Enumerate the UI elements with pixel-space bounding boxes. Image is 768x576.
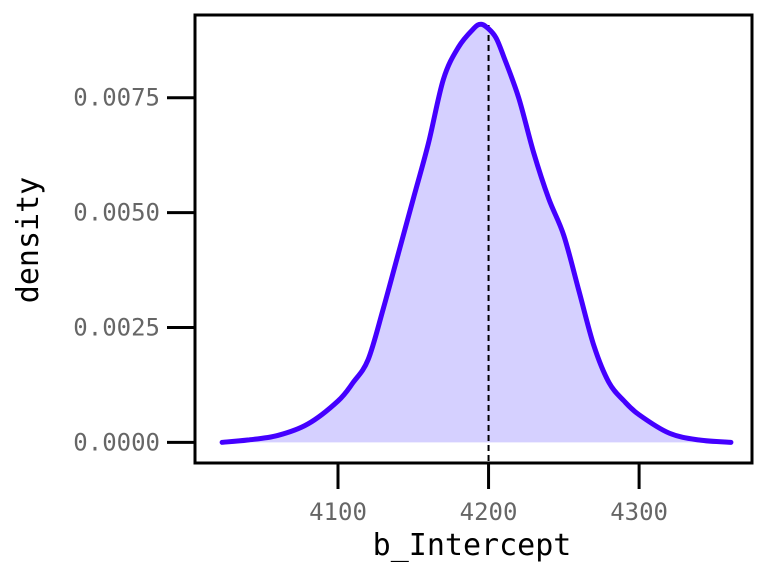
y-tick-label: 0.0025 <box>73 313 160 341</box>
x-tick-label: 4300 <box>610 498 668 526</box>
y-axis-title: density <box>11 177 46 303</box>
y-axis: 0.0000 0.0025 0.0050 0.0075 <box>73 84 195 456</box>
density-area-fill <box>222 24 731 443</box>
y-tick-label: 0.0075 <box>73 84 160 112</box>
panel-border <box>193 13 754 465</box>
x-tick-label: 4200 <box>460 498 518 526</box>
y-tick-label: 0.0050 <box>73 199 160 227</box>
y-tick-label: 0.0000 <box>73 428 160 456</box>
x-axis-title: b_Intercept <box>373 528 572 563</box>
x-axis: 4100 4200 4300 <box>309 463 668 526</box>
plot-area <box>193 13 754 465</box>
x-tick-label: 4100 <box>309 498 367 526</box>
density-curve <box>219 21 734 445</box>
